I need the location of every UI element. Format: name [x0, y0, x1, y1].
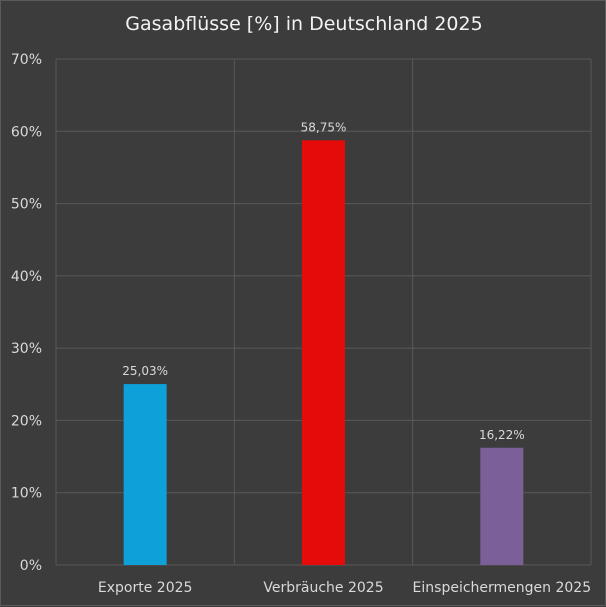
bar [302, 140, 345, 566]
bar [480, 447, 524, 565]
data-label: 58,75% [301, 120, 347, 134]
x-tick-label: Verbräuche 2025 [263, 580, 383, 596]
y-tick-label: 50% [11, 197, 42, 213]
y-tick-label: 10% [11, 486, 42, 502]
x-tick-label: Einspeichermengen 2025 [413, 580, 592, 596]
y-tick-label: 60% [11, 124, 42, 140]
y-tick-label: 70% [11, 52, 42, 68]
data-label: 16,22% [479, 428, 525, 442]
x-tick-label: Exporte 2025 [98, 580, 193, 596]
chart-title: Gasabflüsse [%] in Deutschland 2025 [125, 13, 483, 35]
bar [123, 384, 167, 565]
y-tick-label: 0% [20, 558, 42, 574]
data-label: 25,03% [122, 364, 168, 378]
y-tick-label: 20% [11, 413, 42, 429]
y-tick-label: 30% [11, 341, 42, 357]
y-tick-label: 40% [11, 269, 42, 285]
